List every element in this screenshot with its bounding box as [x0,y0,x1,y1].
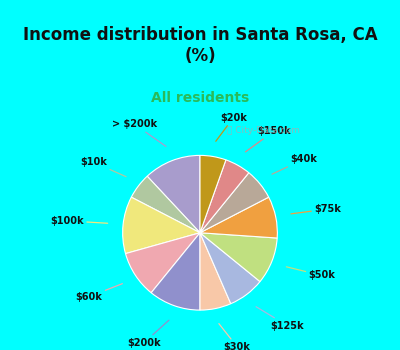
Wedge shape [200,233,231,310]
Text: $20k: $20k [216,113,247,141]
Text: Income distribution in Santa Rosa, CA
(%): Income distribution in Santa Rosa, CA (%… [23,26,377,65]
Text: $200k: $200k [127,320,169,348]
Wedge shape [200,155,226,233]
Wedge shape [151,233,200,310]
Text: ⓘ City-Data.com: ⓘ City-Data.com [227,126,300,135]
Text: $50k: $50k [286,267,335,280]
Wedge shape [126,233,200,293]
Wedge shape [123,197,200,254]
Text: $60k: $60k [76,284,122,302]
Wedge shape [131,176,200,233]
Text: $100k: $100k [50,216,108,226]
Text: > $200k: > $200k [112,119,166,146]
Wedge shape [200,233,277,281]
Wedge shape [200,197,277,238]
Wedge shape [147,155,200,233]
Text: $30k: $30k [219,324,250,350]
Text: $150k: $150k [246,126,291,152]
Text: $40k: $40k [272,154,317,174]
Text: $125k: $125k [256,307,304,330]
Text: $10k: $10k [80,158,126,177]
Wedge shape [200,160,249,233]
Wedge shape [200,173,269,233]
Text: $75k: $75k [291,204,341,214]
Text: All residents: All residents [151,91,249,105]
Wedge shape [200,233,260,304]
